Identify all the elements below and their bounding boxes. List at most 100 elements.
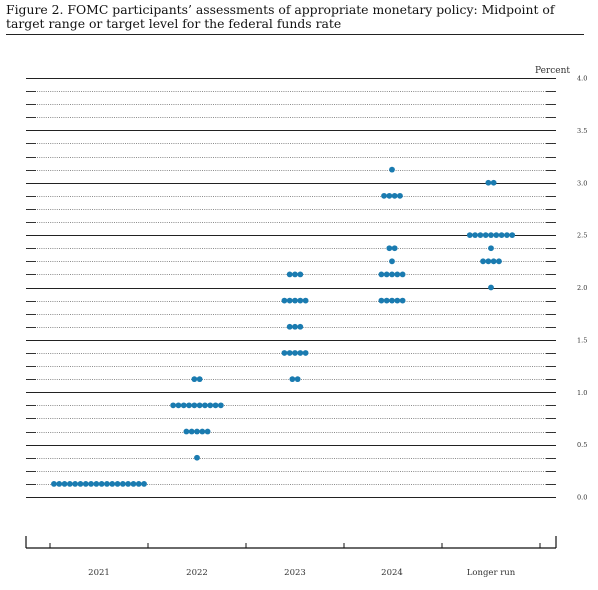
dot	[297, 271, 304, 278]
dot	[493, 232, 500, 239]
dot	[286, 323, 293, 330]
dot	[286, 271, 293, 278]
grid-lines	[26, 78, 556, 498]
dot	[386, 245, 393, 252]
y-tick-label: 3.0	[577, 179, 587, 187]
dot	[212, 402, 219, 409]
dot	[141, 481, 147, 487]
dot	[389, 297, 395, 304]
dot	[217, 402, 224, 409]
dot	[386, 192, 393, 199]
dot	[109, 481, 116, 487]
dot	[292, 271, 298, 278]
dot	[104, 481, 110, 487]
dot	[180, 402, 187, 409]
dot	[399, 297, 406, 304]
dot	[175, 402, 182, 409]
dot	[488, 284, 494, 291]
dot	[480, 258, 486, 265]
dot	[297, 297, 304, 304]
dot	[482, 232, 489, 239]
dot	[183, 428, 190, 435]
x-tick-label: 2024	[381, 568, 403, 578]
dot	[119, 481, 126, 487]
dot	[389, 166, 395, 173]
dot	[466, 232, 473, 239]
dot	[114, 481, 121, 487]
dot	[191, 402, 198, 409]
dot	[399, 271, 406, 278]
y-tick-label: 2.5	[577, 232, 587, 240]
dot	[394, 271, 401, 278]
y-tick-labels: 0.0 0.5 1.0 1.5 2.0 2.5 3.0 3.5 4.0	[577, 75, 587, 502]
dot	[51, 481, 57, 487]
dot	[77, 481, 84, 487]
dot	[188, 428, 195, 435]
dot	[56, 481, 63, 487]
dot	[490, 258, 497, 265]
y-tick-label: 0.5	[577, 441, 587, 449]
dot	[66, 481, 73, 487]
x-tick-label: 2021	[88, 568, 110, 578]
dot	[130, 481, 137, 487]
dot	[297, 350, 304, 356]
y-tick-label: 1.0	[577, 389, 587, 397]
dot	[281, 350, 288, 356]
y-axis-label: Percent	[535, 66, 570, 76]
x-tick-label: 2022	[186, 568, 208, 578]
dot	[509, 232, 516, 239]
dot	[135, 481, 142, 487]
dot	[472, 232, 478, 239]
dot	[498, 232, 505, 239]
dot	[202, 402, 208, 409]
dot	[191, 376, 198, 383]
dot	[389, 271, 395, 278]
dot	[302, 350, 309, 356]
dot	[207, 402, 214, 409]
dot	[378, 297, 385, 304]
dot	[93, 481, 100, 487]
dot	[504, 232, 510, 239]
dots	[51, 166, 516, 487]
dot	[199, 428, 206, 435]
dot	[82, 481, 89, 487]
dot	[378, 271, 385, 278]
x-tick-label: 2023	[284, 568, 306, 578]
dot	[397, 192, 403, 199]
y-tick-label: 3.5	[577, 127, 587, 135]
title-rule	[6, 34, 584, 35]
dot	[72, 481, 79, 487]
dot	[383, 271, 390, 278]
dot	[485, 179, 492, 186]
y-tick-label: 0.0	[577, 494, 587, 502]
dot	[490, 179, 497, 186]
dot	[292, 350, 298, 356]
y-tick-label: 2.0	[577, 284, 587, 292]
dot	[391, 245, 398, 252]
dot	[170, 402, 177, 409]
dot	[488, 232, 494, 239]
dot	[186, 402, 192, 409]
dot	[204, 428, 211, 435]
dot	[196, 376, 203, 383]
dot	[194, 428, 200, 435]
dot	[289, 376, 296, 383]
dot	[286, 350, 293, 356]
dot	[292, 323, 298, 330]
dot	[389, 258, 395, 265]
dot	[61, 481, 68, 487]
x-tick-label: Longer run	[467, 568, 516, 578]
dot	[294, 376, 301, 383]
dot	[488, 245, 494, 252]
y-tick-label: 4.0	[577, 75, 587, 83]
dot	[194, 454, 200, 461]
dot	[381, 192, 387, 199]
dot	[297, 323, 304, 330]
dot	[477, 232, 484, 239]
dot	[292, 297, 298, 304]
dot	[98, 481, 105, 487]
figure-title: Figure 2. FOMC participants’ assessments…	[6, 2, 555, 31]
dot	[394, 297, 401, 304]
dot	[496, 258, 502, 265]
